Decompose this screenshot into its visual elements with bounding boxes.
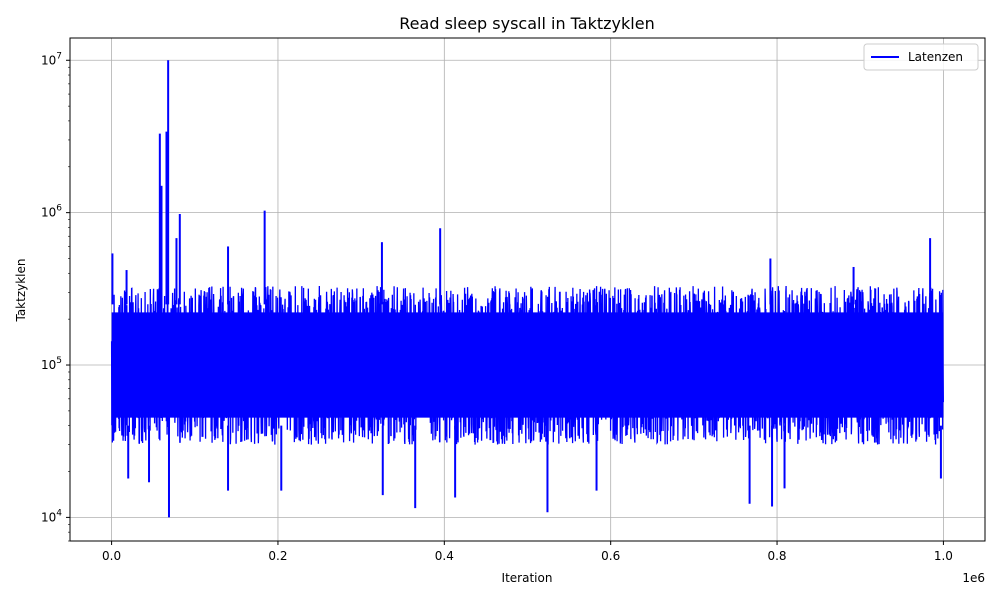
series-latenzen xyxy=(110,60,944,518)
x-axis-offset-label: 1e6 xyxy=(962,571,985,585)
legend-label-latenzen: Latenzen xyxy=(908,50,963,64)
legend-box xyxy=(863,43,979,71)
x-axis-label: Iteration xyxy=(502,571,553,585)
x-axis-ticks: 0.0 0.2 0.4 0.6 0.8 1.0 xyxy=(102,541,953,563)
x-tick-label: 0.8 xyxy=(767,549,786,563)
x-tick-label: 1.0 xyxy=(934,549,953,563)
x-tick-label: 0.4 xyxy=(435,549,454,563)
x-tick-label: 0.6 xyxy=(601,549,620,563)
x-tick-label: 0.2 xyxy=(268,549,287,563)
chart-title: Read sleep syscall in Taktzyklen xyxy=(399,14,654,33)
axes-frame xyxy=(69,37,986,542)
y-axis-label: Taktzyklen xyxy=(14,258,28,322)
legend: Latenzen xyxy=(863,43,979,71)
x-tick-label: 0.0 xyxy=(102,549,121,563)
series-band-latenzen xyxy=(111,312,944,418)
